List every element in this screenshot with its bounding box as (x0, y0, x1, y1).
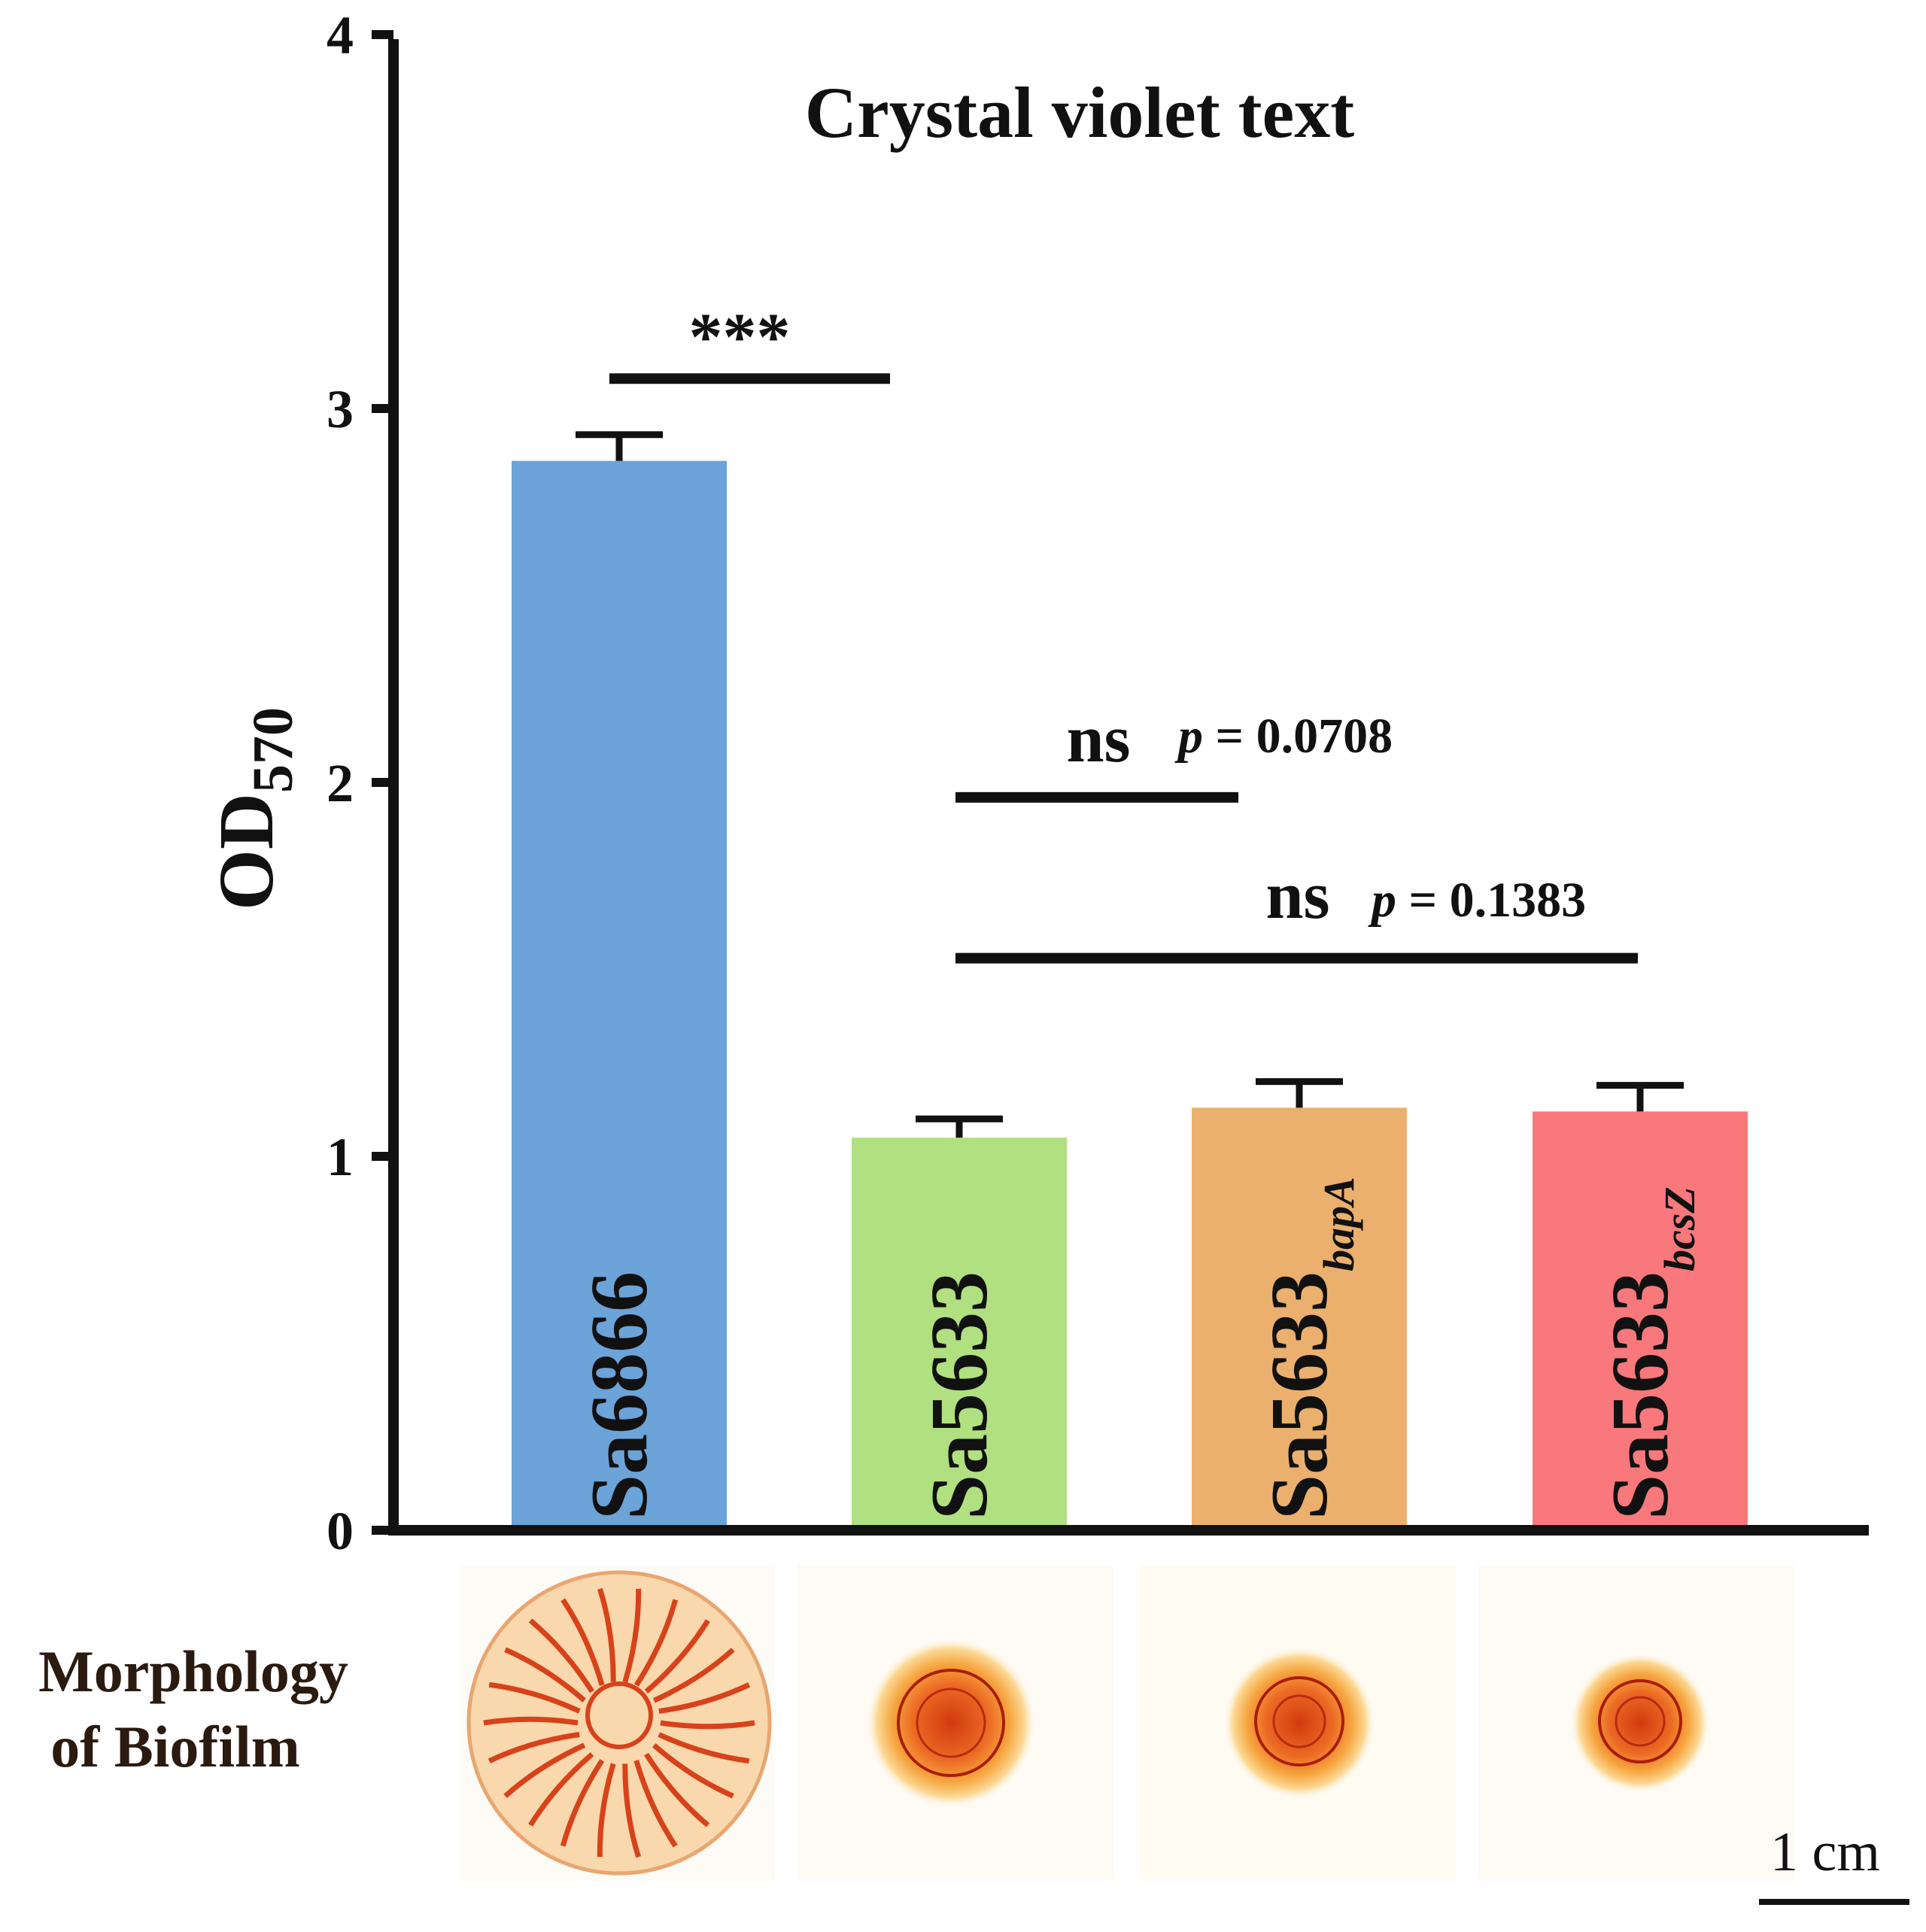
svg-text:OD570: OD570 (203, 707, 305, 910)
bar-label-text: Sa5633 (915, 1271, 1004, 1520)
bar-label-text: Sa5633bapA (1255, 1177, 1363, 1520)
bar (1192, 1107, 1407, 1530)
bar-label-main: Sa5633 (1255, 1271, 1344, 1520)
bar-label: Sa5633 (915, 1271, 1004, 1520)
significance-label: ns (1265, 858, 1329, 933)
morphology-label-line1: Morphology (38, 1639, 348, 1704)
y-axis-label-main: OD (203, 793, 290, 910)
p-value-text: p = 0.0708 (1174, 709, 1393, 764)
wrinkle-line (622, 1763, 641, 1858)
bar-label-main: Sa5633 (1596, 1271, 1685, 1520)
wrinkle-line (488, 1732, 580, 1763)
bar (852, 1138, 1067, 1530)
biofilm-photos (459, 1565, 1794, 1881)
bar-label: Sa6866 (575, 1271, 664, 1520)
wrinkle-line (622, 1588, 642, 1683)
biofilm-photo-sa5633 (797, 1565, 1113, 1881)
p-value-number: = 0.1383 (1396, 873, 1586, 928)
bar-label-subscript: bcsZ (1655, 1186, 1704, 1271)
y-tick-label: 0 (327, 1501, 354, 1561)
p-value-text: p = 0.1383 (1368, 873, 1586, 928)
bar-label: Sa5633bapA (1255, 1177, 1363, 1520)
scale-bar: 1 cm (1759, 1821, 1909, 1905)
y-tick-label: 2 (327, 753, 354, 813)
wrinkle-line (658, 1682, 751, 1714)
wrinkle-line (528, 1618, 594, 1694)
morphology-label-line2: of Biofilm (50, 1714, 299, 1779)
wrinkle-line (644, 1619, 710, 1694)
scale-bar-label: 1 cm (1770, 1821, 1880, 1883)
wrinkle-line (644, 1752, 710, 1827)
biofilm-photo-sa6866 (459, 1565, 775, 1881)
wrinkle-line (652, 1648, 735, 1703)
bars (512, 460, 1748, 1530)
y-tick-label: 1 (327, 1127, 354, 1187)
y-axis-label: OD570 (203, 707, 305, 910)
wrinkle-line (597, 1763, 616, 1858)
significance-label: *** (689, 300, 791, 375)
wrinkle-line (658, 1732, 750, 1764)
significance-label: ns (1066, 702, 1130, 776)
y-tick-label: 3 (327, 379, 354, 439)
wrinkle-line (660, 1720, 755, 1730)
bar-label-text: Sa6866 (575, 1271, 664, 1520)
y-axis-label-subscript: 570 (242, 707, 305, 793)
bar-label: Sa5633bcsZ (1596, 1186, 1704, 1520)
wrinkle-line (560, 1598, 605, 1686)
p-value-symbol: p (1368, 873, 1396, 928)
wrinkle-line (504, 1647, 587, 1703)
p-value-symbol: p (1174, 709, 1203, 764)
wrinkle-line (528, 1751, 594, 1827)
bar-label-subscript: bapA (1314, 1177, 1363, 1271)
morphology-label: Morphology of Biofilm (38, 1639, 348, 1779)
y-tick-label: 4 (327, 5, 354, 65)
y-axis-ticks: 0 1 2 3 4 (327, 5, 393, 1561)
wrinkle-line (503, 1742, 586, 1798)
bar (1533, 1111, 1748, 1530)
biofilm-photo-sa5633-bapa (1140, 1565, 1456, 1881)
p-value-number: = 0.0708 (1203, 709, 1393, 764)
wrinkle-line (488, 1681, 581, 1714)
bar-label-main: Sa5633 (915, 1271, 1004, 1520)
wrinkle-line (560, 1759, 605, 1847)
wrinkle-line (597, 1587, 616, 1682)
biofilm-photo-sa5633-bcsz (1478, 1565, 1794, 1881)
error-bars (576, 431, 1684, 1138)
wrinkle-line (483, 1716, 579, 1726)
wrinkle-line (652, 1743, 734, 1799)
chart-title: Crystal violet text (805, 72, 1354, 153)
bar (512, 460, 727, 1530)
wrinkle-line (633, 1599, 679, 1687)
bar-label-main: Sa6866 (575, 1271, 664, 1520)
bar-label-text: Sa5633bcsZ (1596, 1186, 1704, 1520)
wrinkle-line (633, 1760, 678, 1848)
